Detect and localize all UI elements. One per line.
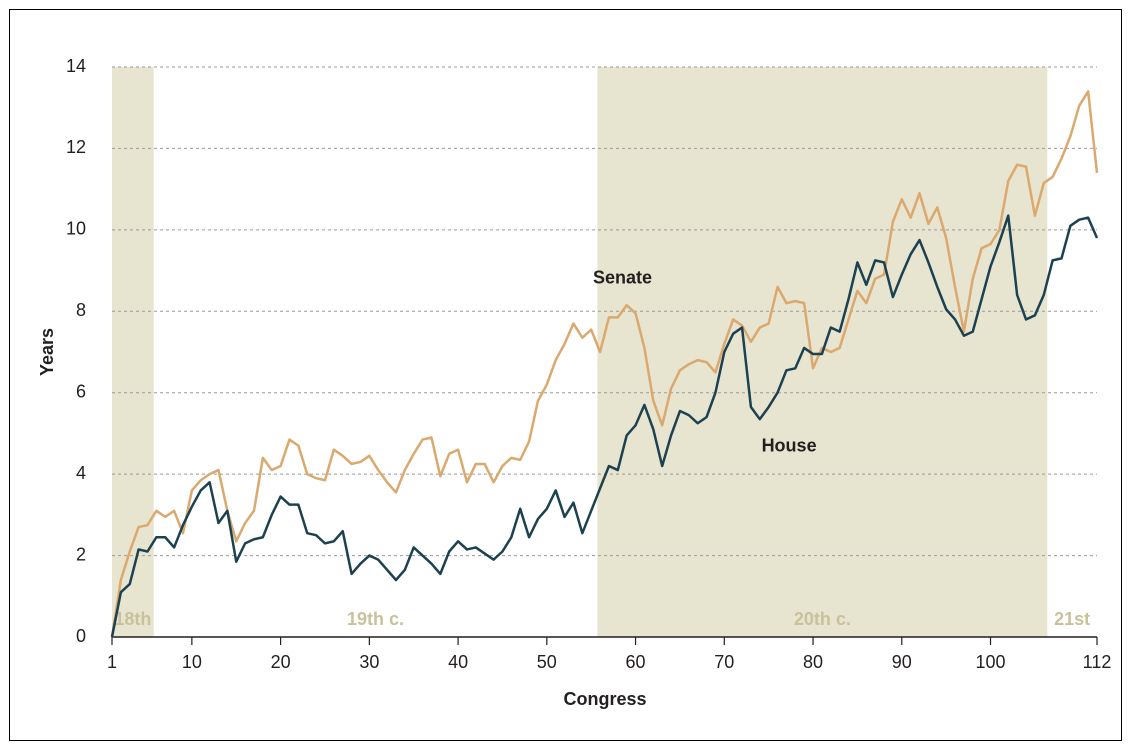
x-tick-label: 10 bbox=[182, 652, 202, 672]
bands bbox=[112, 67, 1048, 637]
x-tick-label: 70 bbox=[714, 652, 734, 672]
x-tick-label: 80 bbox=[803, 652, 823, 672]
x-tick-label: 40 bbox=[448, 652, 468, 672]
series-label: House bbox=[762, 436, 817, 456]
grid: 0 2 4 6 8 10 12 14 1 10 20 30 40 50 60 70 80 90 100 112 bbox=[66, 56, 1111, 672]
era-label: 18th bbox=[114, 609, 151, 629]
series-label: Senate bbox=[593, 267, 652, 287]
y-tick-label: 0 bbox=[76, 626, 86, 646]
y-tick-label: 10 bbox=[66, 219, 86, 239]
era-label: 20th c. bbox=[794, 609, 851, 629]
x-tick-label: 60 bbox=[626, 652, 646, 672]
series-line bbox=[110, 90, 1099, 638]
era-label: 21st bbox=[1054, 609, 1090, 629]
era-label: 19th c. bbox=[347, 609, 404, 629]
x-tick-label: 112 bbox=[1083, 652, 1112, 672]
x-tick-label: 100 bbox=[975, 652, 1005, 672]
x-axis-label: Congress bbox=[563, 689, 646, 709]
y-tick-label: 6 bbox=[76, 381, 86, 401]
y-tick-label: 2 bbox=[76, 544, 86, 564]
x-tick-label: 20 bbox=[271, 652, 291, 672]
x-tick-label: 1 bbox=[107, 652, 117, 672]
y-tick-label: 14 bbox=[66, 56, 86, 76]
y-tick-label: 8 bbox=[76, 300, 86, 320]
y-tick-label: 12 bbox=[66, 137, 86, 157]
x-tick-label: 30 bbox=[359, 652, 379, 672]
plot: 18th 19th c. 20th c. 21st Senate House bbox=[110, 90, 1099, 638]
y-tick-label: 4 bbox=[76, 463, 86, 483]
frame bbox=[9, 9, 1122, 741]
x-tick-label: 90 bbox=[892, 652, 912, 672]
y-axis-label: Years bbox=[37, 328, 57, 376]
x-tick-label: 50 bbox=[537, 652, 557, 672]
series-line bbox=[110, 214, 1099, 638]
